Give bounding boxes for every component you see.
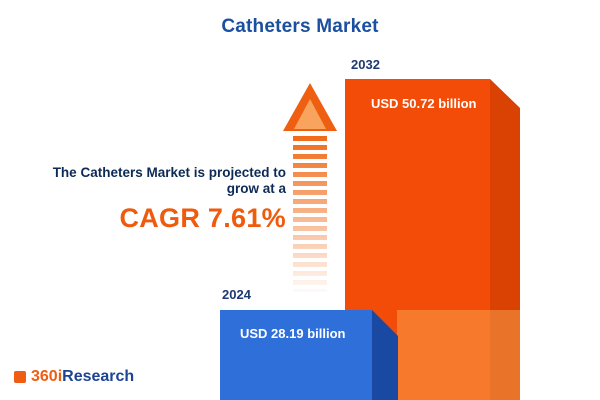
growth-arrow-shaft-icon xyxy=(293,136,327,292)
logo-text-suffix: Research xyxy=(62,368,135,385)
logo-text: 360iResearch xyxy=(31,368,134,386)
annotation-block: The Catheters Market is projected to gro… xyxy=(8,165,286,234)
bar-2024 xyxy=(220,310,372,400)
cagr-value: CAGR 7.61% xyxy=(119,203,286,234)
logo-360iresearch: 360iResearch xyxy=(14,368,134,386)
annotation-line2: grow at a xyxy=(226,180,286,196)
bar-2024-value-label: USD 28.19 billion xyxy=(240,326,346,341)
bar-2032-value-label: USD 50.72 billion xyxy=(371,96,477,111)
chart-title: Catheters Market xyxy=(221,16,379,37)
annotation-line1: The Catheters Market is projected to xyxy=(52,165,286,180)
bar-2032-overlap-shade xyxy=(397,310,520,400)
bar-2032-year-label: 2032 xyxy=(351,57,380,72)
bar-2024-year-label: 2024 xyxy=(222,287,251,302)
logo-mark-icon xyxy=(14,371,26,383)
logo-text-prefix: 360i xyxy=(31,368,63,385)
